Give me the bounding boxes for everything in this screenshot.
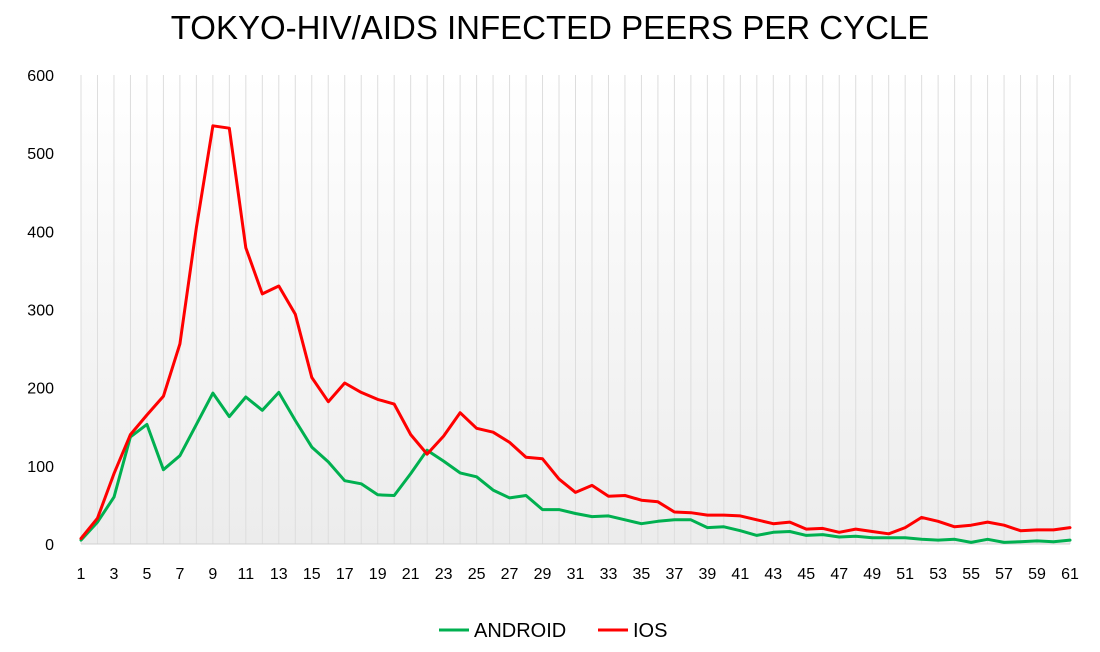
x-tick-label: 3 [110, 566, 119, 583]
x-tick-label: 55 [962, 566, 980, 583]
x-tick-label: 13 [270, 566, 288, 583]
x-tick-label: 7 [175, 566, 184, 583]
y-tick-label: 100 [27, 459, 54, 476]
x-tick-label: 11 [238, 566, 255, 583]
y-tick-label: 400 [27, 224, 54, 241]
x-tick-label: 23 [435, 566, 453, 583]
y-tick-label: 0 [45, 537, 54, 554]
series-line-ios [79, 124, 1072, 540]
x-tick-label: 53 [929, 566, 947, 583]
x-tick-label: 15 [303, 566, 321, 583]
x-tick-label: 47 [830, 566, 848, 583]
x-tick-label: 59 [1028, 566, 1046, 583]
x-tick-label: 19 [369, 566, 387, 583]
x-tick-label: 29 [534, 566, 552, 583]
x-tick-label: 35 [633, 566, 651, 583]
x-tick-label: 57 [995, 566, 1013, 583]
x-axis-ticks: 1 3 5 7 9 11 13 15 17 19 21 23 25 27 29 31 33 35 37 39 41 43 4… [77, 566, 1079, 583]
x-tick-label: 5 [142, 566, 151, 583]
y-tick-label: 500 [27, 146, 54, 163]
x-tick-label: 33 [600, 566, 618, 583]
x-tick-label: 25 [468, 566, 486, 583]
x-tick-label: 1 [77, 566, 86, 583]
legend: ANDROID IOS [439, 620, 667, 642]
legend-label-android: ANDROID [474, 620, 566, 642]
chart-title: TOKYO-HIV/AIDS INFECTED PEERS PER CYCLE [171, 9, 930, 46]
y-tick-label: 300 [27, 303, 54, 320]
y-tick-label: 600 [27, 68, 54, 85]
x-tick-label: 37 [666, 566, 684, 583]
x-tick-label: 17 [336, 566, 354, 583]
x-tick-label: 27 [501, 566, 519, 583]
x-tick-label: 41 [731, 566, 749, 583]
legend-label-ios: IOS [633, 620, 667, 642]
x-tick-label: 51 [896, 566, 914, 583]
series-lines [79, 124, 1072, 544]
x-tick-label: 31 [567, 566, 585, 583]
y-tick-label: 200 [27, 381, 54, 398]
x-tick-label: 43 [764, 566, 782, 583]
x-tick-label: 61 [1061, 566, 1079, 583]
x-tick-label: 49 [863, 566, 881, 583]
series-line-android [79, 390, 1072, 544]
x-tick-label: 39 [698, 566, 716, 583]
y-axis-ticks: 0 100 200 300 400 500 600 [27, 68, 54, 554]
x-tick-label: 45 [797, 566, 815, 583]
x-tick-label: 9 [208, 566, 217, 583]
gridlines [80, 75, 1071, 544]
x-tick-label: 21 [402, 566, 420, 583]
